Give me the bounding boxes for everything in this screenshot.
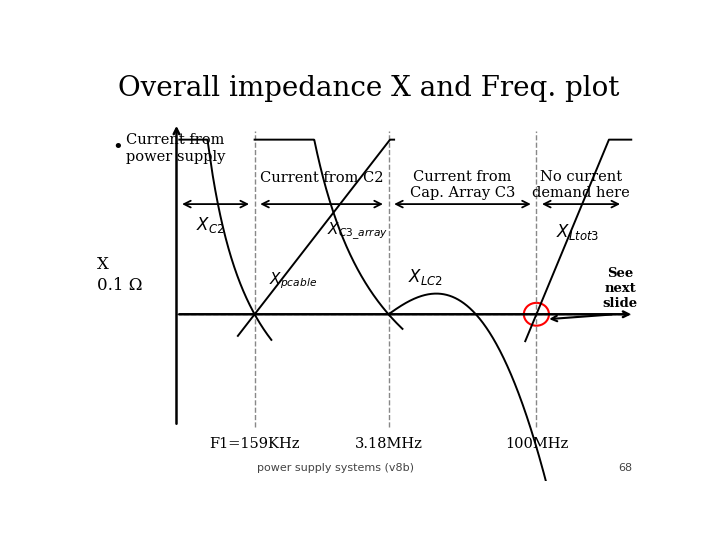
Text: X: X: [96, 256, 109, 273]
Text: No current
demand here: No current demand here: [532, 170, 630, 200]
Text: See
next
slide: See next slide: [603, 267, 638, 310]
Text: $X_{Ltot3}$: $X_{Ltot3}$: [556, 221, 599, 241]
Text: Current from
power supply: Current from power supply: [126, 133, 225, 164]
Text: Current from
Cap. Array C3: Current from Cap. Array C3: [410, 170, 515, 200]
Text: 68: 68: [618, 463, 633, 473]
Text: 3.18MHz: 3.18MHz: [354, 437, 423, 451]
Text: F1=159KHz: F1=159KHz: [210, 437, 300, 451]
Text: $X_{C3\_array}$: $X_{C3\_array}$: [327, 220, 388, 241]
Text: $X_{LC2}$: $X_{LC2}$: [408, 267, 443, 287]
Text: 0.1 Ω: 0.1 Ω: [96, 276, 142, 294]
Text: 100MHz: 100MHz: [505, 437, 568, 451]
Text: Current from C2: Current from C2: [260, 171, 383, 185]
Text: $X_{C2}$: $X_{C2}$: [196, 215, 225, 235]
Text: •: •: [112, 138, 123, 156]
Text: $X_{pcable}$: $X_{pcable}$: [269, 271, 317, 292]
Text: Overall impedance X and Freq. plot: Overall impedance X and Freq. plot: [118, 75, 620, 102]
Text: power supply systems (v8b): power supply systems (v8b): [257, 463, 414, 473]
